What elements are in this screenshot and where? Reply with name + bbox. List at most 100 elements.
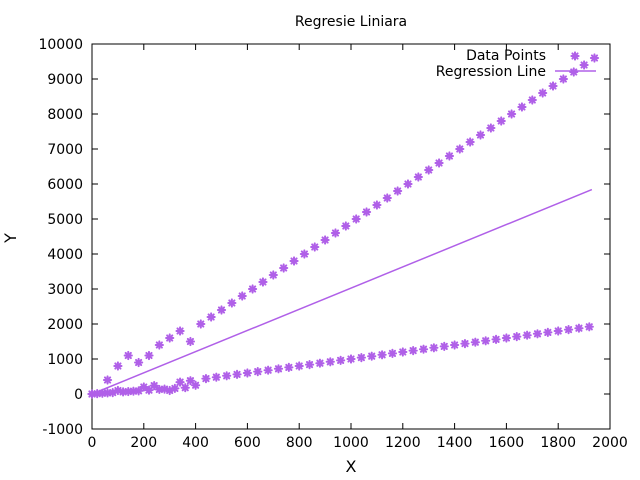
data-point xyxy=(470,337,480,347)
data-point xyxy=(475,130,486,140)
y-tick-label: 9000 xyxy=(47,72,83,88)
data-point xyxy=(175,326,185,336)
data-point xyxy=(548,81,558,91)
y-tick-label: 2000 xyxy=(47,317,83,333)
data-point xyxy=(418,344,429,354)
data-point xyxy=(294,361,304,371)
data-point xyxy=(206,312,216,322)
legend-marker-data-points xyxy=(570,51,580,61)
data-point xyxy=(403,179,413,189)
data-point xyxy=(134,357,144,368)
data-point xyxy=(398,347,408,357)
x-tick-label: 1200 xyxy=(385,435,421,451)
data-point xyxy=(118,387,128,397)
data-point xyxy=(460,339,470,349)
data-point xyxy=(439,341,449,351)
data-point xyxy=(517,102,527,112)
data-point xyxy=(237,291,247,301)
data-point xyxy=(165,333,175,343)
data-point xyxy=(175,377,185,387)
data-point xyxy=(211,372,221,382)
data-point xyxy=(258,277,268,287)
data-point xyxy=(522,330,532,340)
data-point xyxy=(377,350,387,360)
data-point xyxy=(491,334,501,344)
x-axis: 0 200 400 600 800 1000 1200 1400 1600 1800 2000 xyxy=(88,44,628,451)
data-point xyxy=(247,284,258,294)
data-point xyxy=(382,193,392,203)
y-tick-label: 4000 xyxy=(47,247,83,263)
data-point xyxy=(361,207,372,217)
data-point xyxy=(543,327,553,337)
data-point xyxy=(429,343,439,353)
data-point xyxy=(253,367,263,377)
data-point xyxy=(330,228,341,238)
data-point xyxy=(496,116,506,126)
x-tick-label: 1000 xyxy=(333,435,369,451)
data-point xyxy=(196,319,206,329)
data-point xyxy=(113,361,123,371)
data-point xyxy=(486,123,496,133)
data-point xyxy=(393,186,403,196)
data-point xyxy=(336,355,346,365)
x-tick-label: 1800 xyxy=(540,435,576,451)
data-point xyxy=(574,323,584,333)
data-point xyxy=(191,380,201,390)
y-tick-label: 10000 xyxy=(38,37,83,53)
data-point xyxy=(268,270,278,280)
data-point xyxy=(170,383,180,393)
data-point xyxy=(299,249,309,259)
data-point xyxy=(216,305,227,315)
data-point xyxy=(512,332,522,342)
data-point xyxy=(123,350,133,361)
data-point xyxy=(372,200,382,210)
y-tick-label: 7000 xyxy=(47,142,83,158)
x-tick-label: 200 xyxy=(130,435,157,451)
data-point xyxy=(569,67,579,77)
y-tick-label: 3000 xyxy=(47,282,83,298)
y-tick-label: 6000 xyxy=(47,177,83,193)
data-point xyxy=(325,357,335,367)
data-point xyxy=(351,214,361,224)
data-point xyxy=(387,348,398,358)
data-point xyxy=(341,221,351,231)
data-point xyxy=(222,371,232,381)
legend: Data Points Regression Line xyxy=(436,48,596,80)
data-point xyxy=(434,158,444,168)
y-tick-label: 5000 xyxy=(47,212,83,228)
data-point xyxy=(558,74,568,84)
data-point xyxy=(465,137,475,147)
x-tick-label: 1400 xyxy=(437,435,473,451)
data-point xyxy=(144,350,154,361)
data-point xyxy=(408,346,418,356)
x-tick-label: 0 xyxy=(88,435,97,451)
data-point xyxy=(532,329,543,339)
x-tick-label: 600 xyxy=(234,435,261,451)
data-point xyxy=(584,322,594,332)
x-tick-label: 400 xyxy=(182,435,209,451)
x-axis-label: X xyxy=(346,457,357,476)
plot-area xyxy=(87,53,600,399)
chart-title: Regresie Liniara xyxy=(295,14,407,30)
data-point xyxy=(279,263,289,273)
data-point xyxy=(538,88,548,98)
data-point xyxy=(506,109,517,119)
data-point xyxy=(289,256,299,266)
y-tick-label: 1000 xyxy=(47,352,83,368)
x-tick-label: 800 xyxy=(286,435,313,451)
data-point xyxy=(284,362,294,372)
data-point xyxy=(304,360,315,370)
data-point xyxy=(563,325,574,335)
data-point xyxy=(102,375,113,385)
data-point xyxy=(185,336,196,347)
data-point xyxy=(346,354,356,364)
y-axis: -1000 0 1000 2000 3000 4000 5000 6000 7000 8000 90… xyxy=(38,37,610,438)
data-point xyxy=(263,365,273,375)
data-point xyxy=(232,369,242,379)
data-point xyxy=(424,165,434,175)
legend-marks xyxy=(555,51,596,72)
data-point xyxy=(154,384,164,395)
data-point xyxy=(310,242,320,252)
data-point xyxy=(315,358,325,368)
